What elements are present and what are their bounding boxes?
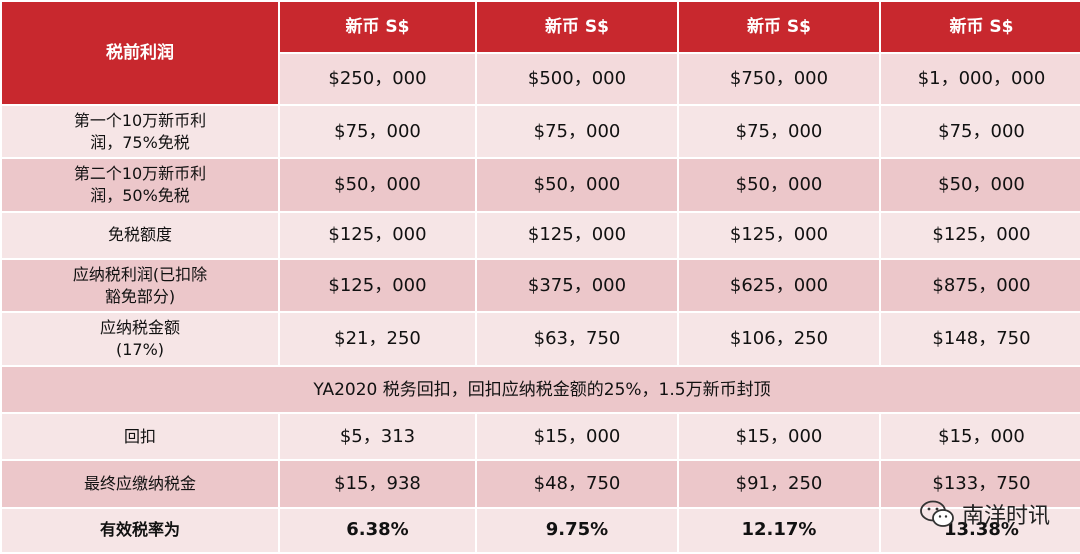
rebate-note: YA2020 税务回扣，回扣应纳税金额的25%，1.5万新币封顶 [2, 366, 1080, 413]
cell-value: $50，000 [477, 159, 677, 211]
cell-value: $15，000 [679, 414, 879, 460]
table-row: 最终应缴纳税金 $15，938 $48，750 $91，250 $133，750 [2, 461, 1080, 507]
cell-value: $15，000 [477, 414, 677, 460]
watermark-text: 南洋时讯 [961, 504, 1050, 529]
profit-value-1: $250，000 [280, 54, 475, 104]
row-label: 回扣 [2, 414, 278, 460]
row-label: 第一个10万新币利润，75%免税 [2, 105, 278, 158]
profit-value-2: $500，000 [477, 54, 677, 104]
cell-value: $5，313 [280, 414, 475, 460]
cell-value: $125，000 [477, 212, 677, 258]
cell-value: $375，000 [477, 260, 677, 312]
cell-value: $50，000 [679, 159, 879, 211]
effective-rate-value: 9.75% [477, 508, 677, 552]
table-row: 第一个10万新币利润，75%免税 $75，000 $75，000 $75，000… [2, 105, 1080, 158]
row-label: 应纳税金额(17%) [2, 313, 278, 365]
table-row: 应纳税利润(已扣除豁免部分) $125，000 $375，000 $625，00… [2, 260, 1080, 312]
cell-value: $125，000 [280, 260, 475, 312]
table-row: 回扣 $5，313 $15，000 $15，000 $15，000 [2, 414, 1080, 460]
cell-value: $75，000 [477, 105, 677, 158]
table-row: YA2020 税务回扣，回扣应纳税金额的25%，1.5万新币封顶 [2, 366, 1080, 413]
row-label: 应纳税利润(已扣除豁免部分) [2, 260, 278, 312]
cell-value: $63，750 [477, 313, 677, 365]
cell-value: $75，000 [881, 105, 1080, 158]
profit-value-4: $1，000，000 [881, 54, 1080, 104]
cell-value: $125，000 [679, 212, 879, 258]
header-currency-4: 新币 S$ [881, 2, 1080, 53]
cell-value: $21，250 [280, 313, 475, 365]
cell-value: $15，938 [280, 461, 475, 507]
effective-rate-value: 6.38% [280, 508, 475, 552]
cell-value: $50，000 [881, 159, 1080, 211]
table-row: 第二个10万新币利润，50%免税 $50，000 $50，000 $50，000… [2, 159, 1080, 211]
cell-value: $125，000 [280, 212, 475, 258]
header-currency-3: 新币 S$ [679, 2, 879, 53]
header-profit-label: 税前利润 [2, 2, 278, 104]
wechat-icon [920, 500, 954, 527]
table-row: 免税额度 $125，000 $125，000 $125，000 $125，000 [2, 212, 1080, 258]
cell-value: $106，250 [679, 313, 879, 365]
table-row: 有效税率为 6.38% 9.75% 12.17% 13.38% [2, 508, 1080, 552]
table-row: 应纳税金额(17%) $21，250 $63，750 $106，250 $148… [2, 313, 1080, 365]
cell-value: $133，750 [881, 461, 1080, 507]
cell-value: $148，750 [881, 313, 1080, 365]
header-currency-1: 新币 S$ [280, 2, 475, 53]
cell-value: $75，000 [679, 105, 879, 158]
cell-value: $125，000 [881, 212, 1080, 258]
cell-value: $50，000 [280, 159, 475, 211]
cell-value: $625，000 [679, 260, 879, 312]
header-currency-2: 新币 S$ [477, 2, 677, 53]
row-label: 免税额度 [2, 212, 278, 258]
cell-value: $15，000 [881, 414, 1080, 460]
watermark: 南洋时讯 [920, 498, 1050, 530]
row-label: 第二个10万新币利润，50%免税 [2, 159, 278, 211]
effective-rate-value: 12.17% [679, 508, 879, 552]
cell-value: $48，750 [477, 461, 677, 507]
cell-value: $75，000 [280, 105, 475, 158]
cell-value: $91，250 [679, 461, 879, 507]
effective-rate-value: 13.38% [881, 508, 1080, 552]
profit-value-3: $750，000 [679, 54, 879, 104]
effective-rate-label: 有效税率为 [2, 508, 278, 552]
cell-value: $875，000 [881, 260, 1080, 312]
row-label: 最终应缴纳税金 [2, 461, 278, 507]
